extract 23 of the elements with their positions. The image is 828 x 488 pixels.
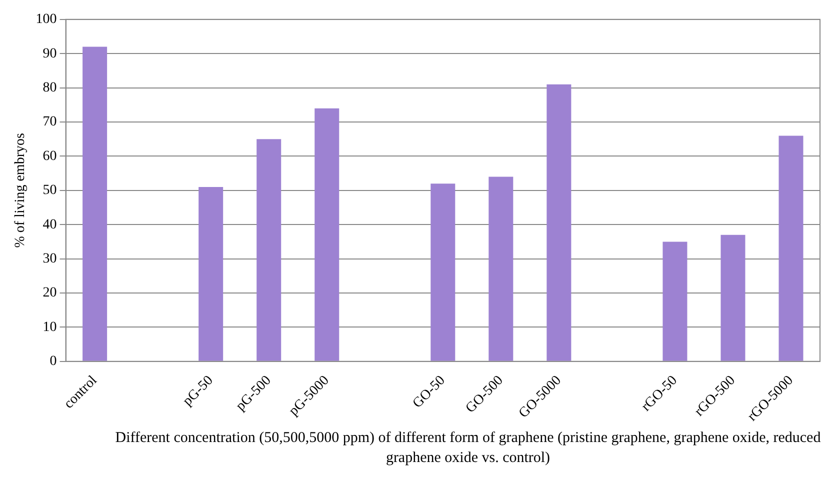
bar: [488, 176, 514, 361]
bar: [662, 242, 688, 361]
y-tick-label: 100: [36, 12, 57, 28]
bar: [778, 136, 804, 361]
bar: [198, 186, 224, 361]
y-tick-label: 20: [42, 286, 57, 301]
y-tick-label: 50: [42, 183, 57, 198]
y-tick-label: 0: [50, 354, 57, 370]
y-tick-label: 60: [42, 148, 57, 164]
bar: [82, 46, 108, 361]
bar: [256, 139, 282, 361]
bar: [430, 184, 456, 361]
y-axis-title: % of living embryos: [13, 133, 28, 248]
bar: [314, 108, 340, 361]
y-tick-label: 90: [42, 46, 57, 62]
y-tick-label: 40: [42, 217, 57, 232]
y-tick-label: 70: [42, 114, 57, 130]
y-tick-label: 80: [42, 80, 57, 96]
y-tick-label: 10: [42, 320, 57, 335]
y-tick-label: 30: [42, 251, 57, 266]
bar: [720, 234, 746, 361]
bar: [546, 84, 572, 361]
x-axis-title: Different concentration (50,500,5000 ppm) of different form of graphene (pristine graphene, graphene oxide, reduced graphene oxide vs. control): [114, 429, 822, 468]
